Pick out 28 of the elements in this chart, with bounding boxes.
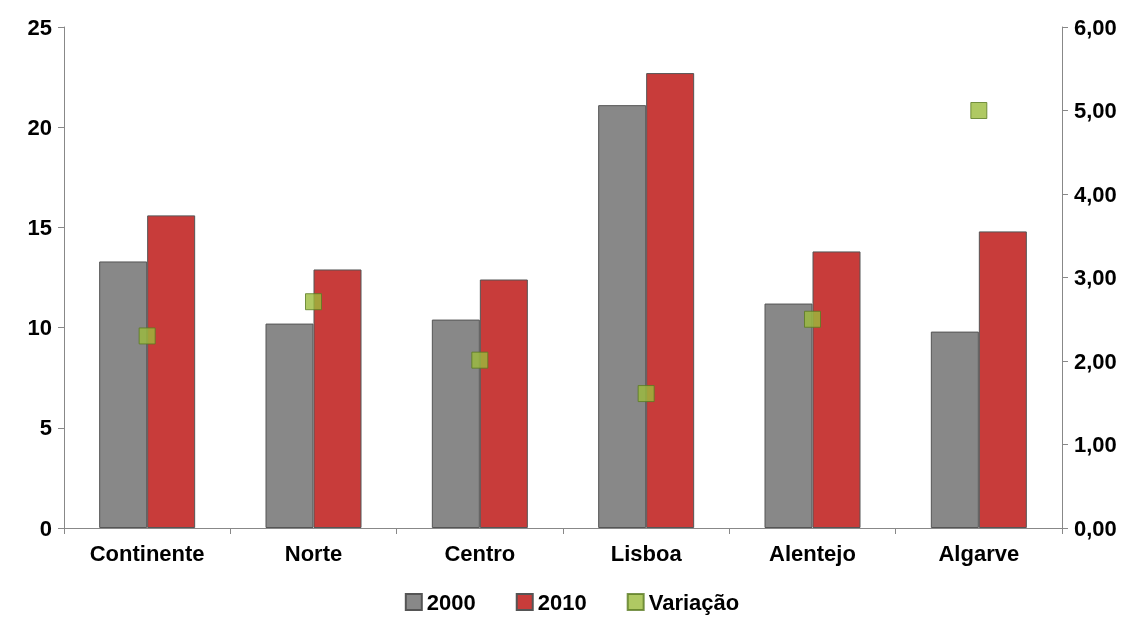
y2-tick-label: 0,00 [1074, 515, 1117, 541]
legend-label: Variação [648, 589, 740, 615]
point [138, 327, 156, 345]
y2-tick-label: 4,00 [1074, 181, 1117, 207]
y-tick-label: 20 [27, 114, 52, 140]
y2-tick-label: 2,00 [1074, 348, 1117, 374]
x-tick-label: Lisboa [610, 540, 683, 566]
y-tick-label: 5 [39, 415, 52, 441]
x-tick-label: Centro [444, 540, 516, 566]
point [471, 351, 489, 369]
legend-label: 2010 [537, 589, 587, 615]
x-tick-label: Alentejo [769, 540, 856, 566]
y-tick-label: 0 [39, 515, 52, 541]
x-tick-label: Continente [89, 540, 205, 566]
point [305, 293, 322, 311]
y-tick-label: 25 [27, 14, 52, 40]
y-tick-label: 15 [27, 214, 52, 240]
point [970, 102, 988, 119]
y2-tick-label: 6,00 [1074, 14, 1117, 40]
x-tick-label: Algarve [938, 540, 1020, 566]
y2-tick-label: 5,00 [1074, 98, 1117, 123]
y2-tick-label: 1,00 [1074, 432, 1117, 457]
point [637, 385, 655, 403]
x-tick-label: Norte [284, 540, 343, 566]
y-tick-label: 10 [27, 315, 52, 341]
y2-tick-label: 3,00 [1074, 265, 1117, 290]
legend-label: 2000 [426, 589, 476, 615]
point [804, 310, 821, 328]
